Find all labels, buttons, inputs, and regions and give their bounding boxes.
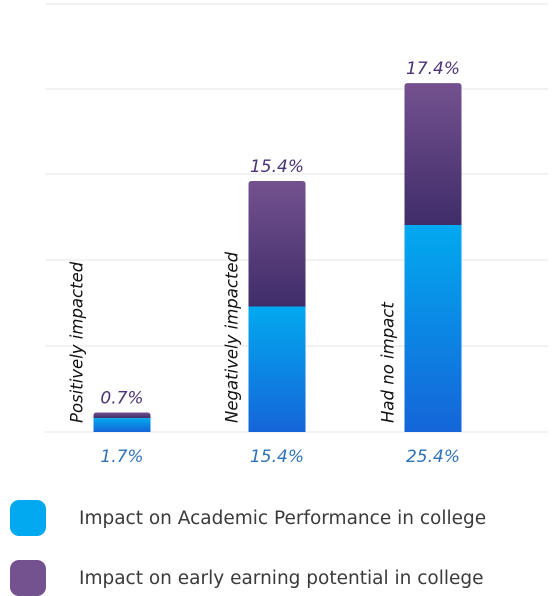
bar-earning: [93, 412, 151, 419]
legend-label-academic: Impact on Academic Performance in colleg…: [79, 507, 487, 529]
legend-swatch-earning: [10, 560, 46, 596]
legend-item-earning: Impact on early earning potential in col…: [10, 560, 484, 596]
category-label: Positively impacted: [68, 261, 87, 423]
legend-label-earning: Impact on early earning potential in col…: [79, 567, 484, 589]
category-label: Negatively impacted: [223, 251, 242, 423]
legend-item-academic: Impact on Academic Performance in colleg…: [10, 500, 486, 536]
category-label: Had no impact: [379, 302, 398, 423]
bar-academic: [404, 224, 462, 432]
data-label-academic: 1.7%: [100, 447, 143, 467]
bars: [93, 83, 462, 432]
data-label-earning: 15.4%: [250, 157, 304, 177]
labels: 0.7% 1.7% Positively impacted 15.4% 15.4% Neg…: [68, 59, 461, 467]
bar-earning: [404, 83, 462, 225]
data-label-academic: 15.4%: [250, 447, 304, 467]
bar-academic: [248, 306, 306, 432]
bar-academic: [93, 418, 151, 432]
legend-swatch-academic: [10, 500, 46, 536]
data-label-academic: 25.4%: [406, 447, 460, 467]
data-label-earning: 17.4%: [406, 59, 460, 79]
bar-earning: [248, 180, 306, 307]
data-label-earning: 0.7%: [100, 388, 143, 408]
